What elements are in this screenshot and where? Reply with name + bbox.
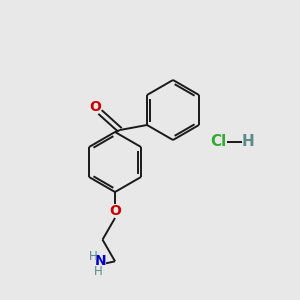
Text: H: H [88, 250, 98, 263]
Text: O: O [109, 204, 121, 218]
Text: Cl: Cl [210, 134, 226, 149]
Text: O: O [89, 100, 101, 114]
Text: H: H [94, 265, 102, 278]
Text: N: N [95, 254, 107, 268]
Text: H: H [242, 134, 254, 149]
